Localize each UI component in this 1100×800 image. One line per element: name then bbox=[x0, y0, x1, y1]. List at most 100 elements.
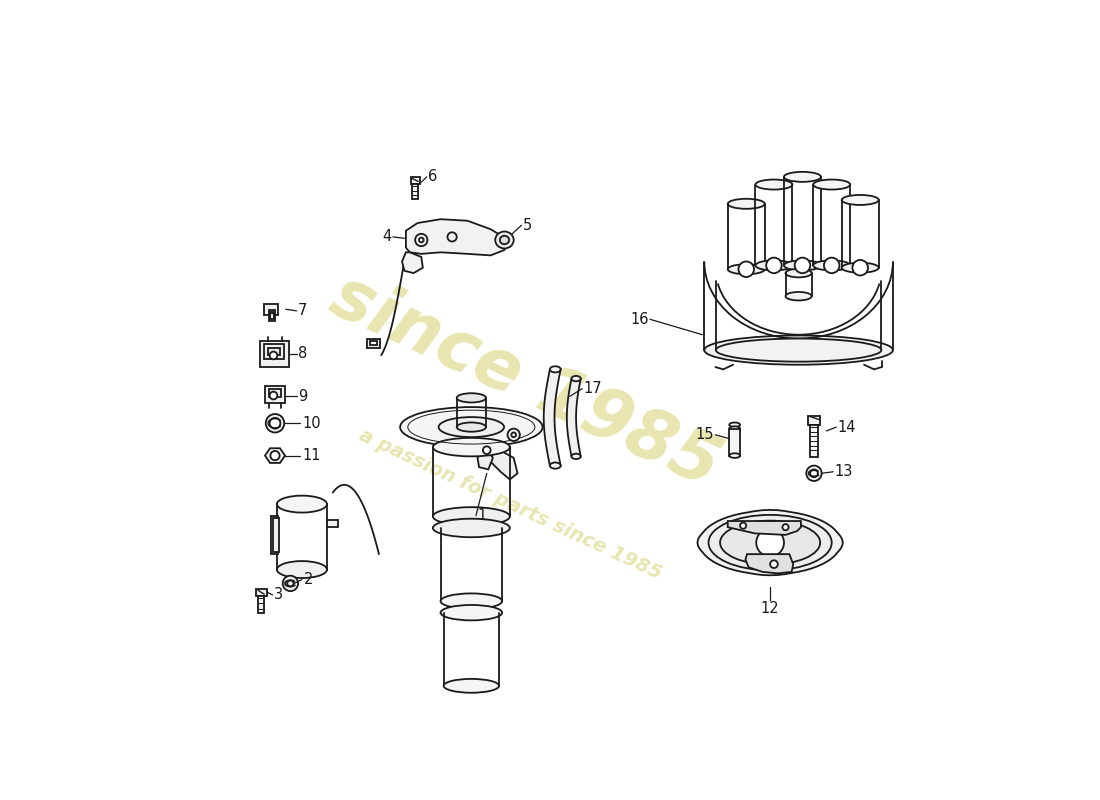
Text: 14: 14 bbox=[838, 419, 857, 434]
Text: 10: 10 bbox=[301, 416, 320, 430]
Text: 17: 17 bbox=[584, 381, 603, 396]
Ellipse shape bbox=[729, 426, 740, 431]
Ellipse shape bbox=[728, 264, 764, 274]
Ellipse shape bbox=[784, 260, 821, 270]
Ellipse shape bbox=[550, 462, 561, 469]
Circle shape bbox=[824, 258, 839, 273]
Bar bbox=[412, 184, 418, 199]
Bar bbox=[264, 344, 284, 359]
Ellipse shape bbox=[277, 561, 327, 578]
Circle shape bbox=[767, 258, 782, 273]
Ellipse shape bbox=[499, 236, 509, 244]
Polygon shape bbox=[697, 510, 843, 575]
Polygon shape bbox=[543, 370, 561, 466]
Bar bbox=[271, 516, 278, 554]
Text: 1: 1 bbox=[477, 508, 487, 523]
Polygon shape bbox=[491, 447, 517, 479]
Circle shape bbox=[806, 466, 822, 481]
Bar bbox=[268, 310, 275, 321]
Polygon shape bbox=[746, 554, 793, 574]
Circle shape bbox=[483, 446, 491, 454]
Circle shape bbox=[852, 260, 868, 275]
Ellipse shape bbox=[433, 507, 510, 526]
Bar bbox=[273, 518, 279, 552]
Text: 8: 8 bbox=[298, 346, 307, 362]
Ellipse shape bbox=[729, 454, 740, 458]
Circle shape bbox=[419, 238, 424, 242]
Polygon shape bbox=[265, 448, 285, 463]
Bar bbox=[371, 341, 376, 345]
Ellipse shape bbox=[433, 518, 510, 538]
Bar bbox=[268, 390, 282, 397]
Text: 15: 15 bbox=[695, 427, 714, 442]
Circle shape bbox=[415, 234, 428, 246]
Ellipse shape bbox=[756, 179, 792, 190]
Text: 2: 2 bbox=[304, 572, 312, 587]
Bar bbox=[327, 519, 338, 527]
Circle shape bbox=[287, 580, 294, 586]
Bar bbox=[258, 596, 264, 613]
Text: 4: 4 bbox=[382, 230, 392, 245]
Bar bbox=[367, 338, 380, 348]
Text: 9: 9 bbox=[298, 389, 307, 404]
Ellipse shape bbox=[443, 679, 499, 693]
Circle shape bbox=[740, 522, 746, 529]
Ellipse shape bbox=[716, 338, 881, 362]
Ellipse shape bbox=[571, 454, 581, 459]
Ellipse shape bbox=[842, 195, 879, 205]
Bar bbox=[807, 415, 821, 425]
Text: 11: 11 bbox=[301, 448, 320, 463]
Ellipse shape bbox=[550, 366, 561, 373]
Circle shape bbox=[270, 418, 280, 429]
Polygon shape bbox=[403, 252, 422, 273]
Circle shape bbox=[810, 470, 818, 477]
Ellipse shape bbox=[456, 422, 486, 432]
Circle shape bbox=[770, 560, 778, 568]
Bar bbox=[410, 177, 420, 184]
Ellipse shape bbox=[704, 335, 893, 365]
Text: 12: 12 bbox=[761, 601, 780, 615]
Polygon shape bbox=[566, 378, 581, 456]
Bar bbox=[271, 312, 274, 318]
Text: 13: 13 bbox=[835, 464, 854, 479]
Polygon shape bbox=[406, 219, 506, 255]
Ellipse shape bbox=[400, 407, 542, 447]
Bar bbox=[260, 341, 289, 367]
Ellipse shape bbox=[277, 496, 327, 513]
Ellipse shape bbox=[439, 417, 504, 437]
Circle shape bbox=[512, 433, 516, 437]
Ellipse shape bbox=[456, 394, 486, 402]
Ellipse shape bbox=[784, 172, 821, 182]
Ellipse shape bbox=[785, 292, 812, 301]
Circle shape bbox=[266, 414, 284, 433]
Circle shape bbox=[782, 524, 789, 530]
Ellipse shape bbox=[785, 269, 812, 278]
Circle shape bbox=[507, 429, 520, 441]
Ellipse shape bbox=[813, 260, 850, 270]
Circle shape bbox=[270, 392, 277, 399]
Circle shape bbox=[794, 258, 811, 273]
Polygon shape bbox=[728, 521, 801, 535]
Text: a passion for parts since 1985: a passion for parts since 1985 bbox=[355, 426, 664, 583]
Text: 16: 16 bbox=[630, 312, 649, 326]
Circle shape bbox=[270, 352, 277, 359]
Bar bbox=[268, 348, 280, 355]
Bar bbox=[265, 386, 285, 403]
Circle shape bbox=[757, 529, 784, 557]
Circle shape bbox=[738, 262, 754, 277]
Circle shape bbox=[283, 576, 298, 591]
Bar bbox=[255, 589, 266, 596]
Ellipse shape bbox=[708, 515, 832, 570]
Bar bbox=[810, 425, 818, 457]
Ellipse shape bbox=[440, 605, 503, 620]
Ellipse shape bbox=[495, 231, 514, 249]
Ellipse shape bbox=[729, 422, 740, 427]
Text: 7: 7 bbox=[298, 303, 308, 318]
Polygon shape bbox=[477, 447, 493, 470]
Text: 5: 5 bbox=[522, 218, 532, 233]
Ellipse shape bbox=[842, 262, 879, 273]
Ellipse shape bbox=[433, 438, 510, 456]
Ellipse shape bbox=[756, 260, 792, 270]
Ellipse shape bbox=[440, 594, 503, 609]
Ellipse shape bbox=[813, 179, 850, 190]
